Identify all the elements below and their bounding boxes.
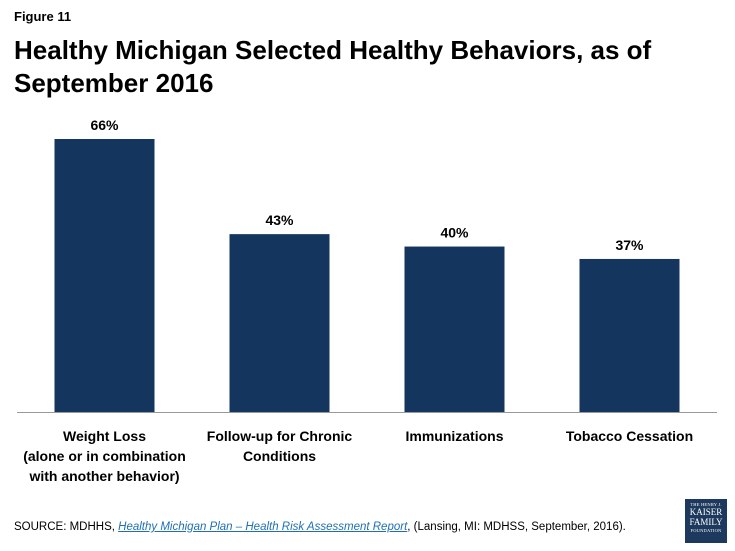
- bar-weight-loss: [54, 139, 155, 412]
- source-suffix: , (Lansing, MI: MDHSS, September, 2016).: [407, 521, 626, 533]
- x-tick-label-weight-loss: Weight Loss (alone or in combination wit…: [23, 428, 186, 484]
- logo-line-4: FOUNDATION: [690, 528, 722, 533]
- logo-line-2: KAISER: [689, 507, 723, 517]
- bar-follow-up: [229, 234, 330, 412]
- data-label-immunizations: 40%: [440, 225, 469, 241]
- data-label-weight-loss: 66%: [90, 117, 119, 133]
- figure-label: Figure 11: [14, 9, 72, 24]
- source-note: SOURCE: MDHHS, Healthy Michigan Plan – H…: [14, 521, 626, 533]
- logo-line-3: FAMILY: [689, 517, 723, 527]
- x-tick-label-immunizations: Immunizations: [405, 428, 504, 444]
- bar-immunizations: [404, 246, 505, 412]
- source-prefix: SOURCE: MDHHS,: [14, 521, 119, 533]
- logo-line-1: THE HENRY J.: [690, 502, 722, 507]
- data-label-follow-up: 43%: [265, 212, 294, 228]
- kff-logo: THE HENRY J. KAISER FAMILY FOUNDATION: [685, 499, 727, 543]
- x-tick-label-follow-up: Follow-up for Chronic Conditions: [206, 428, 353, 464]
- chart-title: Healthy Michigan Selected Healthy Behavi…: [14, 35, 652, 98]
- source-report-link[interactable]: Healthy Michigan Plan – Health Risk Asse…: [118, 521, 408, 533]
- x-tick-label-tobacco-cessation: Tobacco Cessation: [565, 428, 694, 444]
- data-label-tobacco-cessation: 37%: [615, 237, 644, 253]
- bar-tobacco-cessation: [579, 258, 680, 412]
